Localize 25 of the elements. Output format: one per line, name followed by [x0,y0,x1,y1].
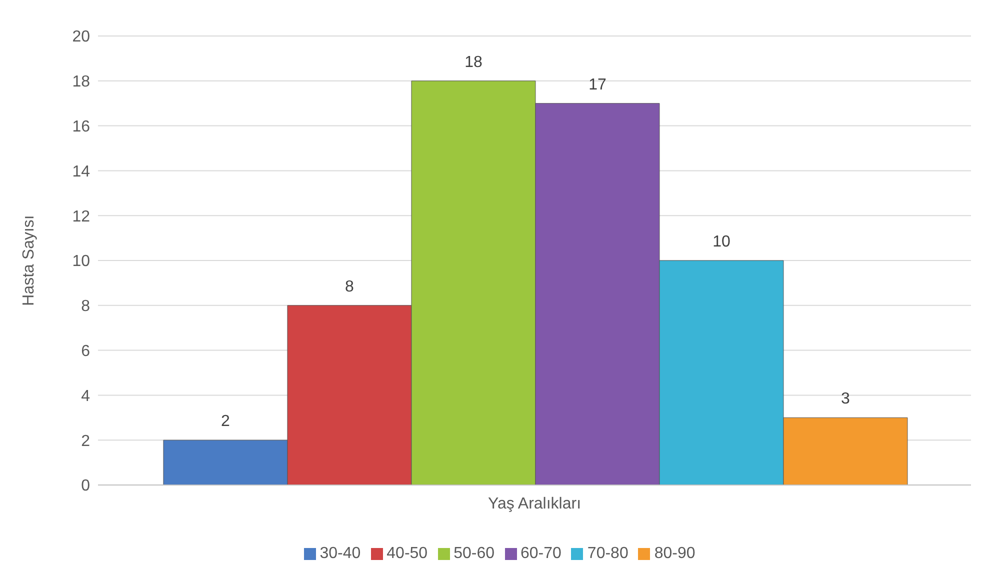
legend-label: 50-60 [454,545,494,562]
y-tick-label: 16 [72,118,90,136]
data-label: 8 [345,278,354,296]
data-label: 3 [841,390,850,408]
data-label: 18 [464,54,482,71]
legend-label: 60-70 [520,545,562,562]
data-label: 10 [712,234,730,250]
y-tick-label: 2 [81,432,90,450]
data-label: 2 [221,413,230,430]
y-tick-label: 0 [81,478,90,495]
y-tick-label: 6 [81,342,90,360]
y-tick-label: 20 [72,28,90,46]
y-tick-label: 4 [81,388,90,405]
data-label: 17 [588,76,606,94]
x-axis-title: Yaş Aralıkları [488,495,582,512]
y-tick-label: 10 [72,253,90,270]
y-tick-label: 14 [72,163,90,180]
y-axis-title: Hasta Sayısı [20,215,38,306]
y-tick-label: 18 [72,74,90,91]
legend-label: 30-40 [320,545,361,562]
legend-label: 70-80 [587,545,628,562]
legend-label: 40-50 [386,545,428,562]
y-tick-label: 12 [72,208,90,226]
legend-label: 80-90 [654,545,696,562]
y-tick-label: 8 [81,298,90,316]
